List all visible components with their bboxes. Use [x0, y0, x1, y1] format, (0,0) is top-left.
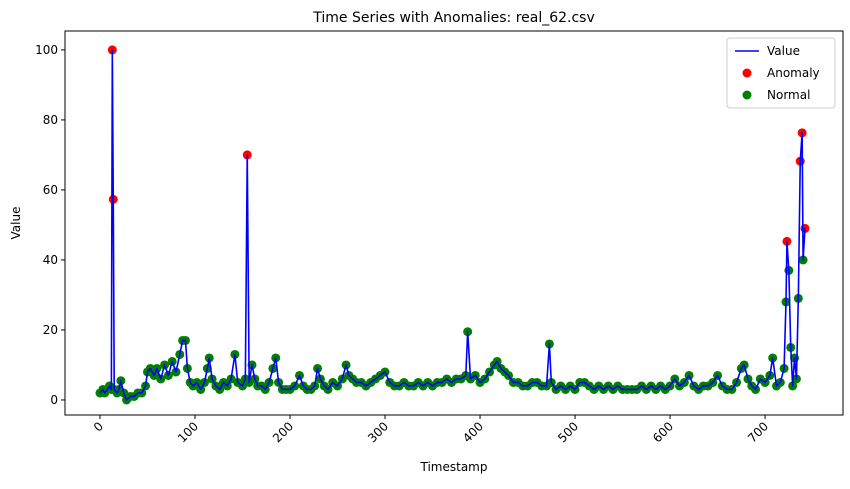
line	[99, 49, 806, 401]
legend-label: Normal	[767, 88, 810, 102]
chart-title: Time Series with Anomalies: real_62.csv	[312, 10, 595, 26]
legend-box	[726, 37, 836, 109]
x-tick-label: 700	[745, 419, 771, 445]
y-tick-label: 80	[43, 113, 58, 127]
x-tick-label: 300	[365, 419, 391, 445]
plot-area	[64, 30, 844, 416]
legend-label: Value	[767, 44, 800, 58]
x-tick-label: 600	[650, 419, 676, 445]
x-tick-label: 400	[460, 419, 486, 445]
legend-marker	[742, 90, 752, 100]
y-tick-label: 40	[43, 253, 58, 267]
legend-marker	[742, 68, 752, 78]
y-tick-label: 20	[43, 323, 58, 337]
x-axis-label: Timestamp	[420, 460, 488, 474]
x-tick-label: 100	[175, 419, 201, 445]
plot-marks	[95, 45, 810, 405]
x-tick-label: 500	[555, 419, 581, 445]
y-tick-label: 60	[43, 183, 58, 197]
legend-label: Anomaly	[767, 66, 820, 80]
x-tick-label: 0	[91, 419, 106, 434]
y-tick-label: 100	[35, 43, 58, 57]
y-tick-label: 0	[50, 393, 58, 407]
y-axis-label: Value	[9, 207, 23, 240]
x-tick-label: 200	[270, 419, 296, 445]
